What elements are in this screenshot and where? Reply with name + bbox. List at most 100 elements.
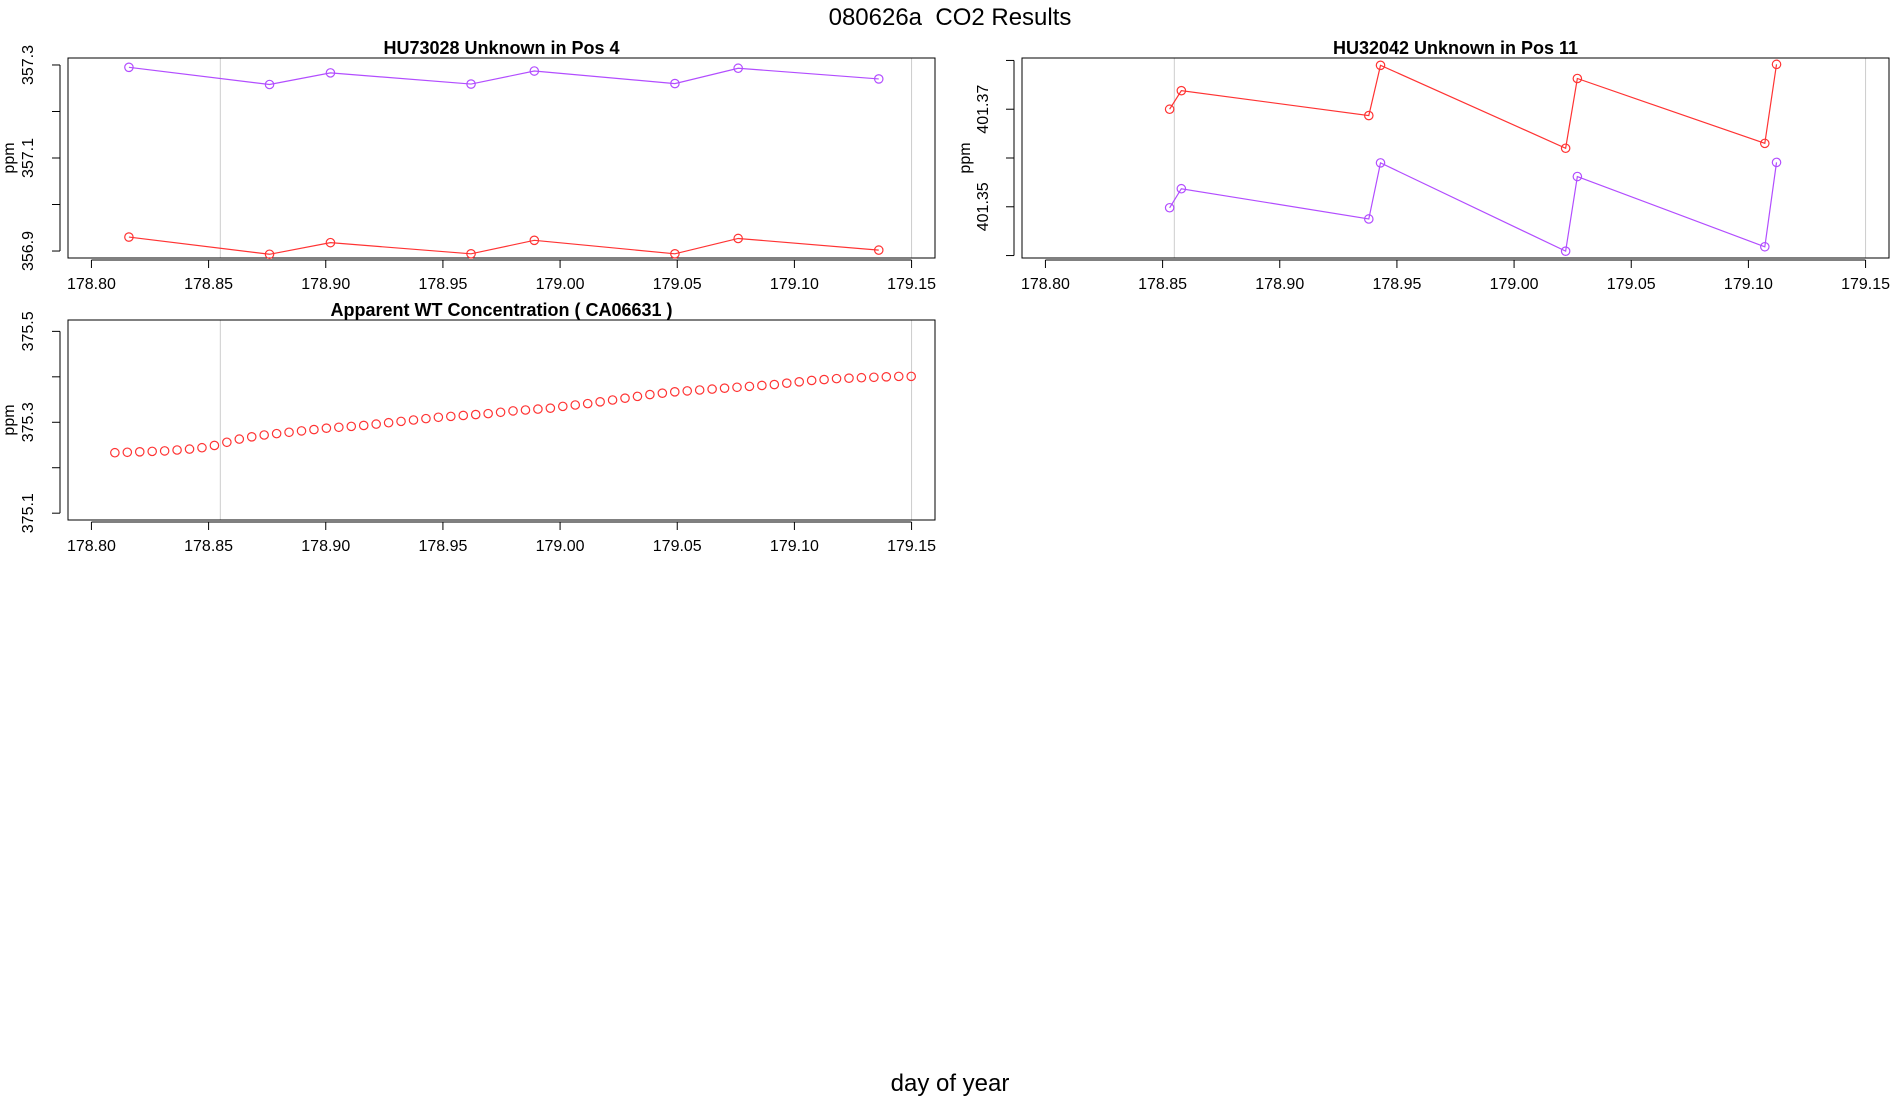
data-point-red <box>806 375 817 386</box>
x-tick-label: 178.80 <box>67 538 116 555</box>
data-point-red <box>433 412 444 423</box>
data-point-red <box>483 408 493 419</box>
y-tick-label: 357.3 <box>20 45 37 85</box>
data-point-red <box>682 386 693 396</box>
data-point-red <box>831 373 842 384</box>
chart-title: HU32042 Unknown in Pos 11 <box>1333 38 1578 58</box>
data-point-red <box>172 445 182 455</box>
data-point-red <box>1760 138 1770 149</box>
data-point-red <box>124 232 134 242</box>
data-point-red <box>794 377 805 387</box>
data-point-red <box>670 249 680 259</box>
y-tick-label: 401.35 <box>975 182 992 231</box>
data-point-red <box>757 380 767 391</box>
x-tick-label: 178.85 <box>184 276 233 293</box>
data-point-purple <box>1572 171 1583 182</box>
data-point-purple <box>466 79 476 89</box>
data-point-red <box>264 249 275 260</box>
data-point-red <box>159 446 170 456</box>
y-tick-label: 357.1 <box>20 138 37 178</box>
x-tick-label: 179.10 <box>770 276 819 293</box>
y-axis-title: ppm <box>957 142 974 173</box>
data-point-red <box>529 235 540 246</box>
series-line-purple <box>128 66 879 86</box>
data-point-red <box>358 420 369 431</box>
series-line-red <box>1169 64 1778 150</box>
data-point-red <box>819 374 829 385</box>
data-point-red <box>110 447 120 458</box>
plot-frame <box>67 319 936 521</box>
data-point-red <box>197 442 207 453</box>
y-tick-label: 375.5 <box>20 311 37 351</box>
data-point-purple <box>873 74 884 84</box>
data-point-red <box>408 415 419 425</box>
data-point-red <box>334 422 344 433</box>
data-point-red <box>396 416 406 427</box>
x-tick-label: 179.10 <box>1724 276 1773 293</box>
data-point-red <box>607 395 618 405</box>
data-point-red <box>209 440 220 451</box>
chart-panel-2: HU32042 Unknown in Pos 11 178.80 178.85 178… <box>957 38 1890 293</box>
data-point-red <box>284 427 294 438</box>
data-point-red <box>421 413 431 424</box>
data-point-red <box>1572 73 1583 84</box>
data-point-red <box>545 403 556 413</box>
data-point-red <box>707 384 717 394</box>
chart-panel-3: Apparent WT Concentration ( CA06631 ) 178… <box>1 300 936 555</box>
data-point-red <box>346 421 357 432</box>
y-axis-title: ppm <box>1 404 18 435</box>
data-point-red <box>582 398 593 409</box>
data-point-red <box>325 237 336 248</box>
series-line-purple <box>1169 162 1778 253</box>
data-point-purple <box>670 78 680 89</box>
y-tick-label: 375.3 <box>20 402 37 442</box>
data-point-purple <box>1375 158 1386 168</box>
data-point-red <box>122 447 133 458</box>
data-point-red <box>744 381 755 392</box>
data-point-red <box>570 400 581 410</box>
data-point-red <box>1375 60 1386 71</box>
x-tick-label: 178.95 <box>1372 276 1421 293</box>
x-tick-label: 179.00 <box>536 538 585 555</box>
data-point-red <box>466 249 476 259</box>
x-tick-label: 179.15 <box>887 276 936 293</box>
data-point-red <box>296 426 307 436</box>
data-point-red <box>906 371 916 382</box>
data-point-red <box>732 382 742 393</box>
data-point-red <box>873 245 884 255</box>
data-point-purple <box>1760 241 1770 252</box>
data-point-red <box>234 434 245 444</box>
x-tick-label: 178.95 <box>418 538 467 555</box>
data-point-red <box>595 397 605 407</box>
data-point-red <box>147 446 157 457</box>
data-point-red <box>222 437 232 448</box>
x-tick-label: 178.85 <box>184 538 233 555</box>
data-point-red <box>271 428 282 439</box>
data-point-purple <box>733 63 743 74</box>
chart-title: Apparent WT Concentration ( CA06631 ) <box>330 300 672 320</box>
data-point-red <box>1364 110 1374 121</box>
y-tick-label: 356.9 <box>20 231 37 271</box>
data-point-red <box>657 388 668 398</box>
data-point-purple <box>124 62 134 73</box>
data-point-red <box>893 371 904 382</box>
y-axis-title: ppm <box>1 142 18 173</box>
x-tick-label: 178.80 <box>1021 276 1070 293</box>
data-point-red <box>383 417 394 428</box>
x-tick-label: 179.15 <box>887 538 936 555</box>
data-point-red <box>632 391 643 402</box>
data-point-red <box>557 401 568 412</box>
data-point-red <box>645 389 655 400</box>
x-tick-label: 179.00 <box>1490 276 1539 293</box>
data-point-purple <box>1176 183 1187 194</box>
data-point-red <box>470 409 481 420</box>
data-point-purple <box>1364 214 1374 224</box>
data-point-purple <box>264 79 275 90</box>
data-point-purple <box>325 68 336 78</box>
data-point-red <box>533 404 543 414</box>
x-tick-label: 179.10 <box>770 538 819 555</box>
plot-frame <box>67 57 936 259</box>
data-point-red <box>309 424 319 435</box>
x-tick-label: 179.05 <box>653 538 702 555</box>
